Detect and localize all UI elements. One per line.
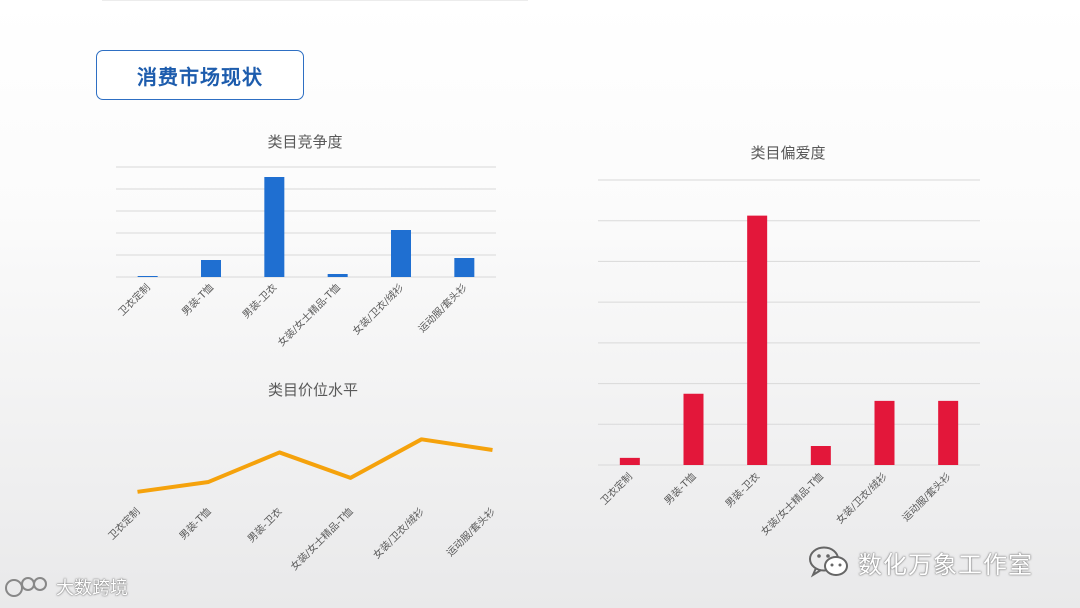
brand-logo-icon [5, 577, 47, 597]
chart-price-level-tick-label: 女装/卫衣/绒衫 [370, 505, 426, 561]
chart-preference-title: 类目偏爱度 [750, 144, 825, 162]
chart-price-level-tick-label: 男装-卫衣 [245, 505, 285, 545]
chart-competition-title: 类目竞争度 [267, 133, 342, 151]
chart-competition-tick-label: 男装-卫衣 [239, 281, 279, 321]
watermark-wechat: 数化万象工作室 [808, 542, 1033, 582]
section-title-box: 消费市场现状 [96, 50, 304, 100]
chart-price-level-title: 类目价位水平 [268, 381, 358, 399]
chart-preference-tick-label: 男装-T恤 [661, 470, 698, 507]
chart-preference-tick-label: 卫衣定制 [597, 470, 634, 507]
chart-competition-tick-label: 卫衣定制 [115, 281, 152, 318]
chart-competition-bar [327, 274, 348, 277]
chart-price-level-tick-label: 运动服/套头衫 [444, 505, 498, 559]
watermark-right-text: 数化万象工作室 [858, 550, 1033, 579]
chart-price-level-tick-label: 卫衣定制 [105, 505, 142, 542]
chart-competition-tick-label: 女装/卫衣/绒衫 [350, 281, 406, 337]
chart-price-level-line [137, 437, 493, 494]
chart-preference-bar [683, 393, 704, 465]
chart-competition-bar [201, 260, 221, 277]
chart-competition-bar [137, 276, 158, 277]
chart-price-level-tick-label: 男装-T恤 [176, 505, 213, 542]
chart-competition-bar [391, 230, 411, 277]
chart-preference-bar [747, 215, 768, 465]
chart-preference-tick-label: 男装-卫衣 [722, 470, 762, 510]
chart-preference-bar [874, 400, 895, 465]
chart-competition-bar [264, 177, 285, 277]
chart-competition-tick-label: 男装-T恤 [179, 281, 216, 318]
chart-competition-bar [454, 258, 475, 277]
chart-preference-bar [938, 400, 959, 465]
watermark-left-text: 大数跨境 [56, 578, 128, 599]
chart-competition-tick-label: 女装/女士精品-T恤 [275, 281, 343, 349]
chart-preference-bar [810, 446, 831, 465]
page-title: 消费市场现状 [137, 64, 263, 89]
chart-preference-bar [619, 457, 640, 465]
wechat-icon [809, 546, 848, 578]
chart-price-level-tick-label: 女装/女士精品-T恤 [288, 505, 356, 573]
chart-preference-tick-label: 运动服/套头衫 [899, 470, 953, 524]
chart-preference-tick-label: 女装/女士精品-T恤 [758, 470, 826, 538]
chart-preference-tick-label: 女装/卫衣/绒衫 [833, 470, 889, 526]
watermark-brand: 大数跨境 [4, 572, 128, 602]
chart-competition-tick-label: 运动服/套头衫 [415, 281, 469, 335]
